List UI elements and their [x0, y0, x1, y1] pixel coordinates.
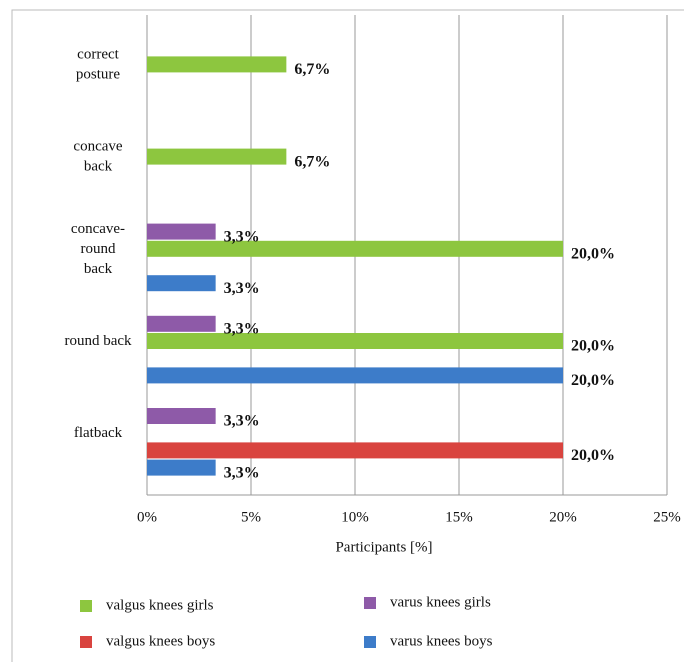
x-tick-label: 20% — [549, 509, 577, 525]
y-tick-label: posture — [76, 66, 121, 82]
y-tick-label: round back — [64, 333, 132, 349]
value-label: 6,7% — [294, 61, 330, 78]
legend-label: valgus knees boys — [106, 633, 215, 649]
bar — [147, 315, 216, 332]
bar — [147, 333, 563, 349]
y-tick-label: flatback — [74, 425, 123, 441]
legend-label: varus knees boys — [390, 633, 493, 649]
value-label: 3,3% — [224, 280, 260, 297]
bar — [147, 148, 287, 165]
x-tick-label: 10% — [341, 509, 369, 525]
x-tick-label: 0% — [137, 509, 157, 525]
y-tick-label: round — [81, 241, 116, 257]
value-label: 20,0% — [571, 245, 615, 262]
value-label: 20,0% — [571, 338, 615, 355]
frame — [11, 9, 684, 662]
value-label: 3,3% — [224, 228, 260, 245]
value-label: 3,3% — [224, 413, 260, 430]
x-axis-title: Participants [%] — [335, 539, 432, 555]
legend-swatch — [364, 636, 376, 648]
bar — [147, 459, 216, 476]
bar — [147, 408, 216, 424]
y-tick-label: back — [84, 261, 113, 277]
value-label: 20,0% — [571, 447, 615, 464]
x-tick-label: 25% — [653, 509, 681, 525]
legend-label: valgus knees girls — [106, 597, 214, 613]
bar — [147, 240, 563, 257]
y-tick-label: concave- — [71, 221, 125, 237]
bar — [147, 56, 287, 73]
y-tick-label: back — [84, 159, 113, 175]
value-label: 20,0% — [571, 372, 615, 389]
legend-swatch — [364, 597, 376, 609]
legend-swatch — [80, 600, 92, 612]
legend-swatch — [80, 636, 92, 648]
bar — [147, 223, 216, 240]
bar — [147, 367, 563, 384]
y-tick-label: correct — [77, 46, 119, 62]
y-tick-label: concave — [73, 139, 122, 155]
value-label: 3,3% — [224, 320, 260, 337]
bar — [147, 275, 216, 292]
x-tick-label: 5% — [241, 509, 261, 525]
value-label: 6,7% — [294, 153, 330, 170]
legend-label: varus knees girls — [390, 594, 491, 610]
x-tick-label: 15% — [445, 509, 473, 525]
value-label: 3,3% — [224, 464, 260, 481]
bar — [147, 442, 563, 459]
